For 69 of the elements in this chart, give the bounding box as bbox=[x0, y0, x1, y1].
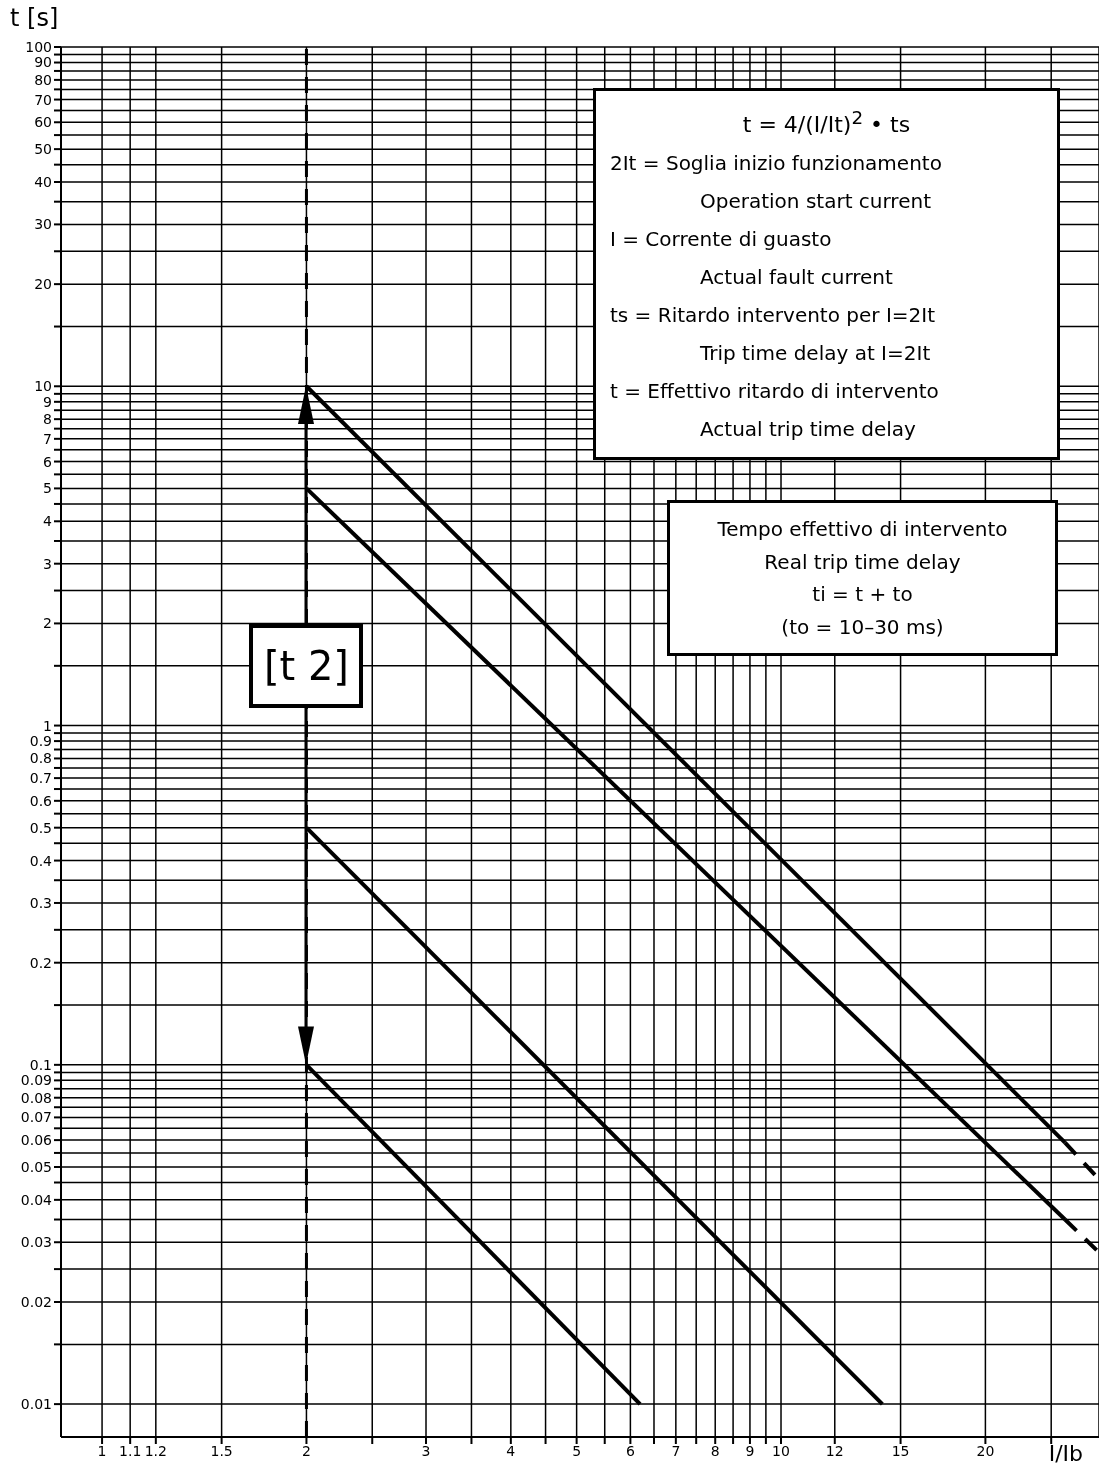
x-tick-label: 2 bbox=[301, 1442, 311, 1459]
x-tick-label: 15 bbox=[891, 1442, 910, 1459]
y-tick-label: 6 bbox=[43, 453, 53, 470]
y-tick-label: 0.6 bbox=[29, 792, 53, 809]
annotation: Tempo effettivo di intervento bbox=[716, 517, 1009, 542]
y-tick-label: 20 bbox=[34, 276, 52, 293]
y-tick-label: 0.07 bbox=[20, 1109, 52, 1126]
annotation: I = Corrente di guasto bbox=[610, 227, 833, 252]
x-tick-label: 10 bbox=[772, 1442, 790, 1459]
x-tick-label: 12 bbox=[825, 1442, 844, 1459]
x-tick-label: 9 bbox=[745, 1442, 755, 1459]
annotation: ts = Ritardo intervento per I=2It bbox=[610, 303, 936, 328]
x-tick-label: 3 bbox=[421, 1442, 431, 1459]
y-tick-label: 0.02 bbox=[20, 1293, 52, 1310]
label-box: [t 2] bbox=[249, 623, 364, 708]
y-tick-label: 7 bbox=[43, 430, 52, 447]
x-tick-label: 5 bbox=[572, 1442, 582, 1459]
x-tick-label: 6 bbox=[625, 1442, 635, 1459]
y-tick-label: 0.03 bbox=[20, 1234, 52, 1251]
y-tick-label: 9 bbox=[43, 393, 52, 410]
y-tick-label: 0.8 bbox=[29, 750, 52, 767]
y-tick-label: 90 bbox=[34, 54, 52, 71]
y-tick-label: 0.4 bbox=[29, 852, 53, 869]
y-tick-label: 0.06 bbox=[20, 1132, 53, 1149]
annotation: Real trip time delay bbox=[763, 549, 962, 574]
y-tick-label: 30 bbox=[34, 216, 52, 233]
annotation: Operation start current bbox=[699, 189, 932, 214]
y-tick-label: 70 bbox=[34, 91, 52, 108]
y-tick-label: 40 bbox=[34, 173, 52, 190]
y-tick-label: 4 bbox=[43, 513, 53, 530]
y-tick-label: 80 bbox=[34, 71, 52, 88]
y-tick-label: 0.04 bbox=[20, 1191, 53, 1208]
y-tick-label: 0.09 bbox=[20, 1072, 52, 1089]
x-tick-label: 8 bbox=[710, 1442, 720, 1459]
annotation: (to = 10–30 ms) bbox=[780, 614, 945, 639]
y-tick-label: 0.01 bbox=[20, 1396, 52, 1413]
y-tick-label: 1 bbox=[43, 717, 52, 734]
y-axis-title: t [s] bbox=[10, 4, 59, 32]
x-tick-label: 1.1 bbox=[119, 1442, 142, 1459]
annotation: Actual trip time delay bbox=[699, 416, 917, 441]
y-tick-label: 5 bbox=[43, 480, 52, 497]
annotation: Actual fault current bbox=[699, 265, 894, 290]
annotation: Trip time delay at I=2It bbox=[699, 341, 932, 366]
y-tick-label: 2 bbox=[43, 615, 52, 632]
x-tick-label: 1.5 bbox=[210, 1442, 233, 1459]
y-tick-label: 50 bbox=[34, 141, 52, 158]
y-tick-label: 3 bbox=[43, 555, 52, 572]
y-tick-label: 0.3 bbox=[29, 894, 52, 911]
annotation: t = 4/(I/It)$^{2}$ • ts bbox=[741, 107, 912, 138]
annotation: t = Effettivo ritardo di intervento bbox=[610, 379, 940, 403]
y-tick-label: 10 bbox=[34, 378, 52, 395]
y-tick-label: 0.5 bbox=[29, 819, 52, 836]
annotation: 2It = Soglia inizio funzionamento bbox=[610, 151, 943, 176]
x-tick-label: 4 bbox=[506, 1442, 516, 1459]
y-tick-label: 0.2 bbox=[29, 954, 52, 971]
x-tick-label: 1.2 bbox=[144, 1442, 167, 1459]
y-tick-label: 8 bbox=[43, 411, 52, 428]
annotation: ti = t + to bbox=[811, 582, 914, 607]
x-axis-title: I/Ib bbox=[1048, 1441, 1083, 1466]
y-tick-label: 0.05 bbox=[20, 1158, 52, 1175]
y-tick-label: 0.1 bbox=[29, 1056, 52, 1073]
x-tick-label: 1 bbox=[97, 1442, 107, 1459]
x-tick-label: 20 bbox=[976, 1442, 995, 1459]
y-tick-label: 100 bbox=[25, 38, 52, 55]
y-tick-label: 0.7 bbox=[29, 770, 52, 787]
y-tick-label: 0.9 bbox=[29, 733, 52, 750]
x-tick-label: 7 bbox=[671, 1442, 681, 1459]
y-tick-label: 0.08 bbox=[20, 1089, 52, 1106]
y-tick-label: 60 bbox=[34, 114, 52, 131]
